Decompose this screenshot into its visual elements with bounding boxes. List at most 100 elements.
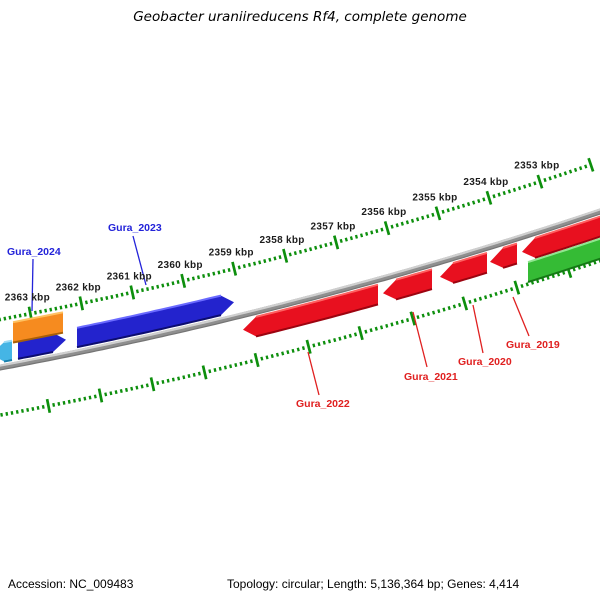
ruler-minor-tick — [447, 305, 451, 311]
ruler-minor-tick — [379, 325, 384, 330]
ruler-minor-tick — [499, 290, 503, 295]
ruler-major-tick — [434, 206, 442, 221]
ruler-minor-tick — [88, 395, 92, 400]
ruler-minor-tick — [237, 265, 241, 270]
ruler-major-tick — [45, 398, 52, 414]
ruler-minor-tick — [258, 260, 262, 265]
ruler-minor-tick — [364, 329, 368, 334]
ruler-minor-tick — [339, 238, 343, 244]
ruler-minor-tick — [212, 271, 216, 276]
ruler-minor-tick — [286, 350, 290, 355]
ruler-minor-tick — [125, 291, 129, 296]
ruler-label-2360: 2360 kbp — [158, 260, 203, 271]
ruler-minor-tick — [84, 300, 88, 305]
ruler-minor-tick — [130, 386, 134, 391]
ruler-minor-tick — [171, 281, 175, 286]
ruler-major-tick — [461, 296, 469, 311]
gene-label-line-Gura_2022 — [307, 351, 320, 396]
ruler-minor-tick — [217, 270, 221, 275]
ruler-minor-tick — [296, 347, 300, 352]
ruler-minor-tick — [548, 176, 552, 181]
ruler-minor-tick — [281, 351, 285, 356]
ruler-minor-tick — [64, 304, 68, 309]
ruler-minor-tick — [10, 411, 14, 415]
ruler-minor-tick — [166, 378, 170, 383]
ruler-minor-tick — [494, 291, 498, 297]
ruler-minor-tick — [49, 307, 53, 312]
ruler-minor-tick — [517, 186, 522, 191]
ruler-minor-tick — [15, 409, 19, 414]
gene-arrow-highlight — [3, 339, 13, 344]
ruler-major-tick — [129, 285, 136, 300]
ruler-major-tick — [78, 296, 85, 311]
ruler-minor-tick — [468, 299, 472, 304]
gene-arrow-shade — [534, 235, 600, 259]
ruler-label-2353: 2353 kbp — [514, 161, 559, 172]
ruler-minor-tick — [329, 241, 333, 246]
ruler-minor-tick — [314, 245, 318, 250]
ruler-minor-tick — [62, 400, 66, 405]
ruler-minor-tick — [31, 406, 35, 411]
ruler-minor-tick — [146, 287, 150, 292]
ruler-minor-tick — [451, 206, 455, 211]
ruler-minor-tick — [207, 272, 211, 277]
ruler-minor-tick — [69, 303, 73, 308]
ruler-minor-tick — [0, 412, 4, 417]
gene-arrow-Gura_2022-shade — [255, 303, 379, 338]
ruler-minor-tick — [26, 407, 30, 412]
gene-label-Gura_2022: Gura_2022 — [296, 398, 350, 410]
ruler-minor-tick — [72, 398, 76, 403]
ruler-minor-tick — [171, 377, 175, 382]
ruler-minor-tick — [553, 174, 557, 179]
ruler-minor-tick — [270, 354, 274, 359]
ruler-minor-tick — [186, 277, 190, 282]
ruler-minor-tick — [322, 340, 326, 345]
ruler-major-tick — [409, 311, 416, 326]
ruler-minor-tick — [525, 282, 529, 287]
ruler-minor-tick — [380, 227, 384, 232]
ruler-label-2358: 2358 kbp — [259, 235, 304, 246]
ruler-minor-tick — [504, 288, 509, 293]
gene-arrow-Gura_2020-highlight — [452, 251, 488, 265]
gene-label-line-Gura_2021 — [412, 311, 428, 368]
ruler-minor-tick — [222, 269, 226, 274]
ruler-minor-tick — [161, 283, 165, 288]
ruler-minor-tick — [400, 221, 404, 226]
ruler-minor-tick — [218, 366, 222, 371]
ruler-minor-tick — [223, 365, 227, 370]
ruler-label-2359: 2359 kbp — [209, 248, 254, 259]
ruler-minor-tick — [196, 275, 201, 280]
ruler-minor-tick — [100, 297, 104, 302]
ruler-minor-tick — [265, 355, 269, 360]
ruler-minor-tick — [502, 190, 506, 196]
gene-arrow-Gura_2020-shade — [452, 271, 488, 284]
ruler-minor-tick — [293, 251, 297, 256]
ruler-minor-tick — [166, 282, 170, 287]
ruler-minor-tick — [482, 197, 486, 202]
ruler-label-2355: 2355 kbp — [412, 192, 457, 203]
ruler-minor-tick — [44, 308, 48, 313]
ruler-minor-tick — [354, 234, 359, 239]
ruler-minor-tick — [20, 408, 24, 413]
gene-arrow-Gura_2022 — [243, 284, 378, 337]
ruler-major-tick — [357, 325, 364, 341]
ruler-minor-tick — [431, 310, 436, 315]
ruler-minor-tick — [156, 381, 160, 386]
gene-arrow-Gura_2024-shade — [12, 331, 64, 344]
ruler-minor-tick — [104, 392, 108, 397]
ruler-minor-tick — [584, 164, 588, 169]
ruler-minor-tick — [39, 309, 43, 314]
ruler-minor-tick — [187, 374, 191, 379]
ruler-minor-tick — [457, 302, 462, 308]
ruler-major-tick — [383, 221, 391, 236]
ruler-minor-tick — [478, 296, 483, 301]
ruler-minor-tick — [370, 230, 374, 235]
ruler-minor-tick — [3, 316, 7, 321]
gene-label-line-Gura_2020 — [472, 304, 484, 354]
ruler-label-2362: 2362 kbp — [56, 282, 101, 293]
ruler-minor-tick — [303, 248, 308, 253]
ruler-minor-tick — [124, 387, 129, 392]
map-title: Geobacter uraniireducens Rf4, complete g… — [133, 9, 467, 25]
ruler-major-tick — [231, 261, 238, 276]
ruler-minor-tick — [115, 293, 119, 298]
